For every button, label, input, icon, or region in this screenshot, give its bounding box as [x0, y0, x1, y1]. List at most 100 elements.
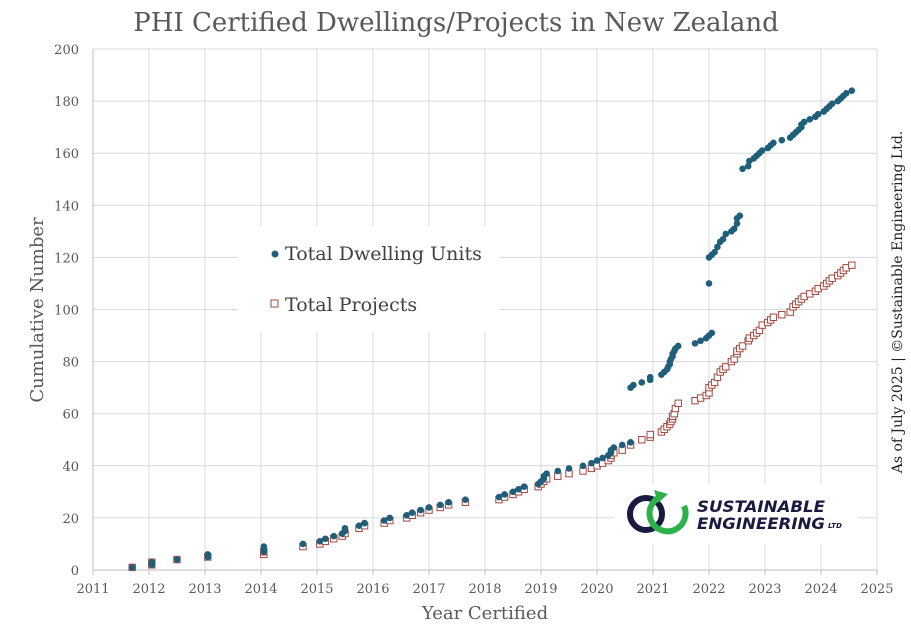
dwelling-point	[739, 165, 746, 173]
dwelling-point	[520, 483, 528, 490]
dwelling-point	[403, 511, 410, 519]
chart-title: PHI Certified Dwellings/Projects in New …	[133, 8, 779, 38]
dwelling-point	[425, 504, 433, 511]
project-point	[769, 313, 778, 322]
dwelling-point	[800, 118, 808, 126]
dwelling-point	[697, 337, 704, 345]
y-tick-label: 40	[62, 460, 79, 475]
dwelling-point	[260, 543, 268, 550]
x-tick-label: 2020	[580, 582, 613, 597]
dwelling-point	[627, 439, 634, 446]
dwelling-point	[316, 538, 324, 545]
dwelling-point	[719, 235, 727, 243]
dwelling-point	[579, 462, 587, 470]
dwelling-point	[417, 506, 424, 514]
dwelling-point	[618, 441, 626, 449]
x-tick-label: 2024	[804, 582, 837, 597]
x-tick-label: 2015	[300, 582, 333, 597]
dwelling-point	[638, 379, 646, 386]
dwelling-point	[646, 373, 654, 381]
logo-ring-green-icon	[646, 494, 689, 535]
dwelling-point	[565, 465, 573, 472]
dwelling-point	[733, 220, 741, 227]
dwelling-point	[714, 243, 721, 251]
project-point	[722, 363, 730, 371]
y-axis-title: Cumulative Number	[27, 217, 48, 403]
dwelling-point	[828, 100, 836, 108]
dwelling-point	[408, 509, 416, 516]
x-tick-labels: 2011 2012 2013 2014 2015 2016 2017 2018 2019 2020…	[76, 582, 893, 597]
y-tick-labels: 0 20 40 60 80 100 120 140 160 180 200	[54, 43, 79, 579]
dwelling-point	[842, 89, 850, 97]
dwelling-point	[599, 454, 606, 462]
dwelling-point	[778, 136, 786, 144]
x-tick-label: 2012	[132, 582, 165, 597]
logo-line-1: SUSTAINABLE	[697, 497, 825, 516]
dwelling-point	[322, 535, 329, 543]
x-tick-label: 2014	[244, 582, 277, 597]
dwelling-point	[593, 457, 601, 464]
x-axis-title: Year Certified	[421, 603, 548, 624]
dwelling-point	[173, 556, 181, 563]
x-tick-label: 2018	[468, 582, 501, 597]
y-tick-label: 60	[62, 408, 79, 423]
data-points	[128, 87, 856, 572]
logo-background	[614, 484, 858, 544]
x-tick-label: 2021	[636, 582, 669, 597]
dwelling-point	[361, 519, 368, 527]
logo-arrow-icon	[654, 490, 668, 503]
y-tick-label: 80	[62, 356, 79, 371]
dwelling-point	[674, 342, 682, 350]
dwelling-point	[299, 540, 307, 548]
logo-ring-dark-icon	[627, 495, 665, 533]
y-tick-label: 180	[54, 95, 79, 110]
dwelling-point	[588, 459, 595, 467]
axes	[92, 49, 878, 575]
legend-marker-dwellings	[271, 250, 279, 258]
x-tick-label: 2013	[188, 582, 221, 597]
legend: Total Dwelling Units Total Projects	[238, 226, 500, 332]
dwelling-point	[708, 329, 716, 337]
x-tick-label: 2011	[76, 582, 109, 597]
dwelling-point	[509, 488, 517, 496]
dwelling-point	[630, 381, 637, 389]
dwelling-point	[462, 496, 469, 503]
y-tick-label: 100	[54, 304, 79, 319]
dwelling-point	[386, 514, 394, 522]
dwelling-point	[554, 467, 562, 475]
dwelling-point	[543, 470, 550, 477]
dwelling-point	[445, 498, 452, 506]
dwelling-point	[380, 517, 388, 524]
dwelling-point	[758, 147, 766, 154]
project-point	[778, 311, 786, 319]
dwelling-point	[814, 110, 822, 118]
x-tick-label: 2017	[412, 582, 445, 597]
dwelling-point	[691, 340, 699, 347]
project-point	[848, 261, 856, 269]
y-tick-label: 120	[54, 251, 79, 266]
legend-label-projects: Total Projects	[285, 294, 417, 316]
gridlines	[93, 48, 878, 570]
x-tick-label: 2022	[692, 582, 725, 597]
dwelling-point	[501, 491, 508, 498]
y-tick-label: 0	[71, 564, 79, 579]
dwelling-point	[705, 280, 713, 287]
dwelling-point	[495, 493, 503, 501]
dwelling-point	[770, 139, 777, 147]
dwelling-point	[848, 87, 856, 94]
dwelling-point	[711, 248, 718, 256]
y-tick-label: 200	[54, 43, 79, 58]
x-tick-label: 2016	[356, 582, 389, 597]
dwelling-point	[436, 501, 444, 509]
dwelling-point	[330, 532, 338, 540]
dwelling-point	[730, 225, 738, 233]
project-point	[646, 430, 654, 439]
y-tick-label: 20	[62, 512, 79, 527]
project-point	[738, 342, 747, 350]
legend-marker-projects	[270, 299, 279, 308]
dwelling-point	[515, 485, 522, 493]
project-point	[638, 436, 646, 444]
x-tick-label: 2023	[748, 582, 781, 597]
project-point	[674, 399, 682, 407]
